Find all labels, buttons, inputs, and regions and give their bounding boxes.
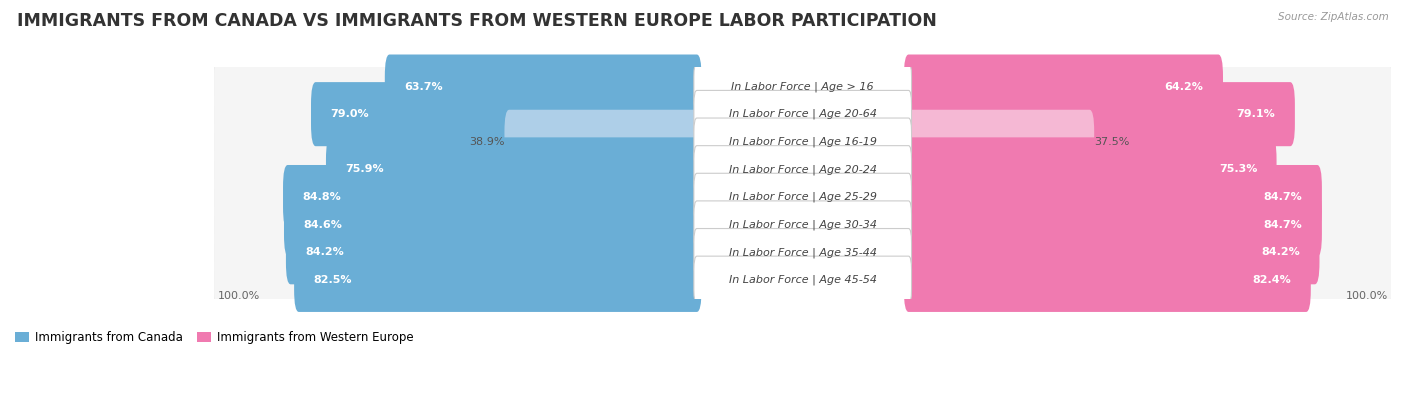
FancyBboxPatch shape	[214, 258, 1392, 302]
FancyBboxPatch shape	[695, 118, 911, 166]
FancyBboxPatch shape	[385, 55, 702, 118]
FancyBboxPatch shape	[695, 256, 911, 304]
FancyBboxPatch shape	[326, 137, 702, 201]
FancyBboxPatch shape	[214, 229, 1392, 276]
FancyBboxPatch shape	[214, 256, 1392, 304]
FancyBboxPatch shape	[294, 248, 702, 312]
FancyBboxPatch shape	[283, 165, 702, 229]
Text: 79.1%: 79.1%	[1237, 109, 1275, 119]
FancyBboxPatch shape	[904, 165, 1322, 229]
FancyBboxPatch shape	[214, 146, 1392, 193]
Text: 84.8%: 84.8%	[302, 192, 342, 202]
FancyBboxPatch shape	[505, 110, 702, 174]
FancyBboxPatch shape	[904, 220, 1319, 284]
Text: 84.7%: 84.7%	[1264, 220, 1302, 229]
FancyBboxPatch shape	[904, 110, 1094, 174]
FancyBboxPatch shape	[695, 146, 911, 193]
Text: In Labor Force | Age 45-54: In Labor Force | Age 45-54	[728, 275, 877, 285]
Text: In Labor Force | Age > 16: In Labor Force | Age > 16	[731, 81, 875, 92]
FancyBboxPatch shape	[214, 63, 1392, 110]
FancyBboxPatch shape	[214, 90, 1392, 138]
FancyBboxPatch shape	[214, 65, 1392, 108]
FancyBboxPatch shape	[904, 137, 1277, 201]
Text: Source: ZipAtlas.com: Source: ZipAtlas.com	[1278, 12, 1389, 22]
FancyBboxPatch shape	[214, 230, 1392, 274]
Text: 37.5%: 37.5%	[1094, 137, 1129, 147]
FancyBboxPatch shape	[214, 92, 1392, 136]
FancyBboxPatch shape	[214, 201, 1392, 248]
Text: 75.3%: 75.3%	[1219, 164, 1257, 175]
Legend: Immigrants from Canada, Immigrants from Western Europe: Immigrants from Canada, Immigrants from …	[15, 331, 413, 344]
FancyBboxPatch shape	[214, 120, 1392, 164]
FancyBboxPatch shape	[695, 90, 911, 138]
FancyBboxPatch shape	[904, 55, 1223, 118]
FancyBboxPatch shape	[311, 82, 702, 146]
Text: 63.7%: 63.7%	[404, 81, 443, 92]
FancyBboxPatch shape	[695, 201, 911, 248]
Text: 75.9%: 75.9%	[346, 164, 384, 175]
Text: 79.0%: 79.0%	[330, 109, 368, 119]
FancyBboxPatch shape	[285, 220, 702, 284]
FancyBboxPatch shape	[214, 203, 1392, 246]
FancyBboxPatch shape	[214, 148, 1392, 191]
Text: In Labor Force | Age 20-64: In Labor Force | Age 20-64	[728, 109, 877, 119]
FancyBboxPatch shape	[904, 248, 1310, 312]
FancyBboxPatch shape	[904, 193, 1322, 257]
Text: 82.5%: 82.5%	[314, 275, 352, 285]
FancyBboxPatch shape	[904, 82, 1295, 146]
Text: 100.0%: 100.0%	[1346, 292, 1388, 301]
Text: In Labor Force | Age 35-44: In Labor Force | Age 35-44	[728, 247, 877, 258]
Text: 38.9%: 38.9%	[470, 137, 505, 147]
Text: 84.2%: 84.2%	[1261, 247, 1301, 257]
Text: In Labor Force | Age 25-29: In Labor Force | Age 25-29	[728, 192, 877, 202]
FancyBboxPatch shape	[214, 175, 1392, 219]
FancyBboxPatch shape	[214, 118, 1392, 166]
Text: 64.2%: 64.2%	[1164, 81, 1204, 92]
Text: In Labor Force | Age 16-19: In Labor Force | Age 16-19	[728, 137, 877, 147]
Text: 84.2%: 84.2%	[305, 247, 344, 257]
FancyBboxPatch shape	[695, 173, 911, 221]
Text: 82.4%: 82.4%	[1253, 275, 1291, 285]
Text: In Labor Force | Age 20-24: In Labor Force | Age 20-24	[728, 164, 877, 175]
FancyBboxPatch shape	[695, 229, 911, 276]
FancyBboxPatch shape	[214, 173, 1392, 221]
FancyBboxPatch shape	[284, 193, 702, 257]
Text: In Labor Force | Age 30-34: In Labor Force | Age 30-34	[728, 219, 877, 230]
Text: IMMIGRANTS FROM CANADA VS IMMIGRANTS FROM WESTERN EUROPE LABOR PARTICIPATION: IMMIGRANTS FROM CANADA VS IMMIGRANTS FRO…	[17, 12, 936, 30]
Text: 100.0%: 100.0%	[218, 292, 260, 301]
Text: 84.6%: 84.6%	[304, 220, 342, 229]
FancyBboxPatch shape	[695, 63, 911, 110]
Text: 84.7%: 84.7%	[1264, 192, 1302, 202]
